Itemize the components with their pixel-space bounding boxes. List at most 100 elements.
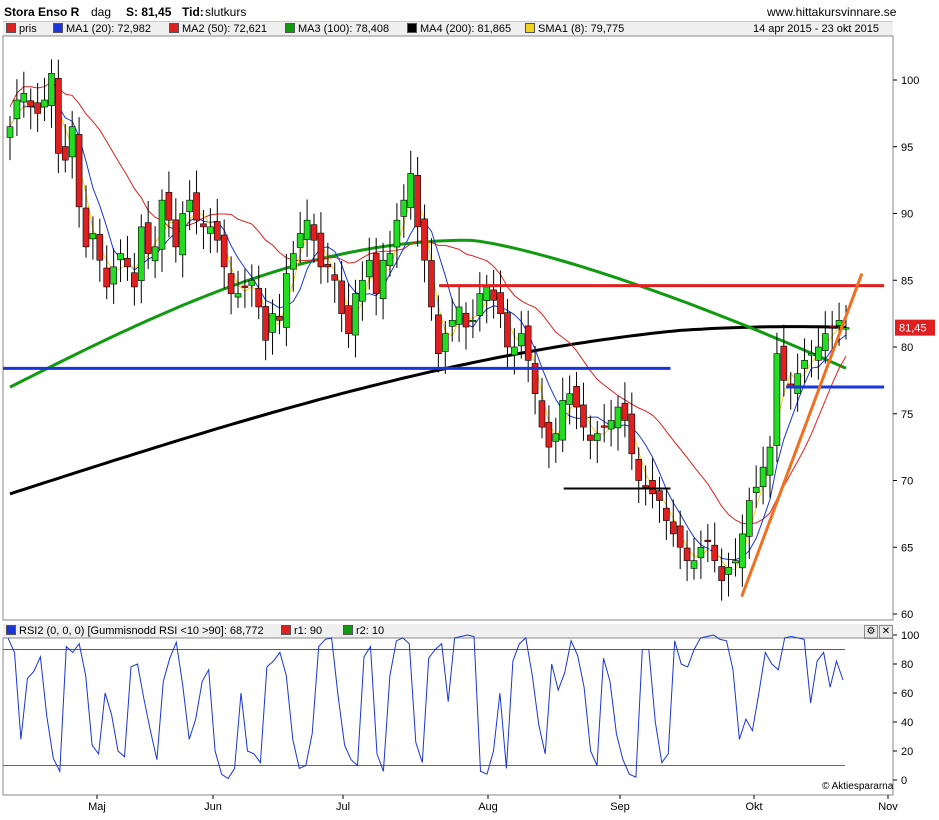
legend-swatch xyxy=(169,23,179,33)
candle-body xyxy=(531,363,539,395)
y-tick-label: 90 xyxy=(901,209,913,221)
rsi-panel-frame xyxy=(2,637,894,796)
candle-body xyxy=(607,420,615,430)
candle-body xyxy=(421,218,428,261)
candle-body xyxy=(393,219,401,248)
last-price-tag-text: 81,45 xyxy=(899,323,927,335)
candle-body xyxy=(276,315,283,321)
price-panel-frame xyxy=(2,35,894,621)
candle-body xyxy=(842,327,850,330)
candle-body xyxy=(635,459,643,481)
candle-body xyxy=(103,267,111,288)
candle-body xyxy=(718,566,725,581)
candle-body xyxy=(359,279,366,302)
last-price-label: S: 81,45 xyxy=(126,5,172,19)
price-legend: pris MA1 (20): 72,982 MA2 (50): 72,621 M… xyxy=(3,21,893,36)
candle-body xyxy=(745,500,753,537)
candle-body xyxy=(759,466,767,488)
candle-body xyxy=(676,525,684,548)
y-tick-label: 65 xyxy=(901,542,913,554)
candle-body xyxy=(517,333,525,347)
x-tick-label: Jul xyxy=(336,801,350,813)
candle-body xyxy=(82,207,90,248)
rsi-y-tick-label: 20 xyxy=(901,746,913,758)
legend-item-ma3: MA3 (100): 78,408 xyxy=(285,22,389,36)
candle-body xyxy=(179,213,187,256)
candle-body xyxy=(255,287,263,308)
candle-body xyxy=(621,402,629,421)
legend-label: RSI2 (0, 0, 0) [Gummisnodd RSI <10 >90]:… xyxy=(19,625,264,637)
candle-body xyxy=(766,446,774,476)
candle-body xyxy=(96,234,104,261)
candle-body xyxy=(55,77,62,154)
credit-label: © Aktiespararna xyxy=(822,781,894,792)
candle-body xyxy=(41,99,48,108)
candle-body xyxy=(455,306,463,325)
candle-body xyxy=(511,346,518,356)
candle-body xyxy=(379,259,387,300)
series-line-ma1 xyxy=(9,96,847,560)
candle-body xyxy=(338,280,345,314)
candle-body xyxy=(89,233,97,240)
candle-body xyxy=(490,289,497,301)
rsi-y-tick-label: 0 xyxy=(901,775,907,787)
rsi-y-tick-label: 60 xyxy=(901,688,913,700)
candle-body xyxy=(200,223,207,228)
series-line-ma3 xyxy=(9,238,847,389)
candle-body xyxy=(310,224,318,241)
candle-body xyxy=(324,263,332,268)
candle-body xyxy=(580,404,587,428)
candle-body xyxy=(428,260,435,308)
candle-body xyxy=(614,406,622,429)
candle-body xyxy=(462,312,470,328)
candle-body xyxy=(559,400,567,441)
candle-body xyxy=(669,521,677,535)
legend-swatch xyxy=(6,23,16,33)
legend-label: MA2 (50): 72,621 xyxy=(182,23,267,35)
candle-body xyxy=(600,425,608,428)
candle-body xyxy=(352,293,359,336)
candle-body xyxy=(794,373,801,394)
candle-body xyxy=(262,306,269,341)
candle-body xyxy=(587,434,594,441)
candle-body xyxy=(407,173,415,208)
candle-body xyxy=(227,273,235,294)
candle-body xyxy=(234,293,242,298)
candle-body xyxy=(725,566,732,575)
candle-body xyxy=(131,272,138,288)
candle-body xyxy=(663,507,670,521)
legend-label: MA4 (200): 81,865 xyxy=(420,23,512,35)
time-label: Tid: xyxy=(182,5,204,19)
candle-body xyxy=(193,192,200,221)
candle-body xyxy=(801,360,808,369)
r2-legend-item: r2: 10 xyxy=(343,624,384,638)
candle-body xyxy=(642,485,649,488)
candle-body xyxy=(151,246,159,262)
candle-body xyxy=(345,305,352,334)
legend-label: pris xyxy=(19,23,37,35)
legend-swatch xyxy=(525,23,535,33)
credit-text: Aktiespararna xyxy=(831,781,894,792)
y-tick-label: 85 xyxy=(901,275,913,287)
candle-body xyxy=(365,259,373,278)
candle-body xyxy=(117,253,124,261)
legend-label: r1: 90 xyxy=(294,625,323,637)
period-label: dag xyxy=(91,5,112,19)
candle-body xyxy=(303,219,311,240)
candle-body xyxy=(27,100,35,108)
candle-body xyxy=(469,319,477,323)
x-tick-label: Nov xyxy=(878,801,898,813)
y-tick-label: 70 xyxy=(901,476,913,488)
time-value: slutkurs xyxy=(205,5,247,19)
candle-body xyxy=(552,433,560,442)
legend-item-sma1: SMA1 (8): 79,775 xyxy=(525,22,624,36)
rsi-legend-item: RSI2 (0, 0, 0) [Gummisnodd RSI <10 >90]:… xyxy=(6,624,264,638)
candle-body xyxy=(828,325,836,328)
series-line-ma2 xyxy=(9,81,847,525)
candle-body xyxy=(821,333,829,351)
annotation-trendline xyxy=(740,273,864,598)
candle-body xyxy=(331,274,339,281)
candle-body xyxy=(697,546,705,559)
site-label: www.hittakursvinnare.se xyxy=(767,5,897,19)
r1-legend-item: r1: 90 xyxy=(281,624,322,638)
